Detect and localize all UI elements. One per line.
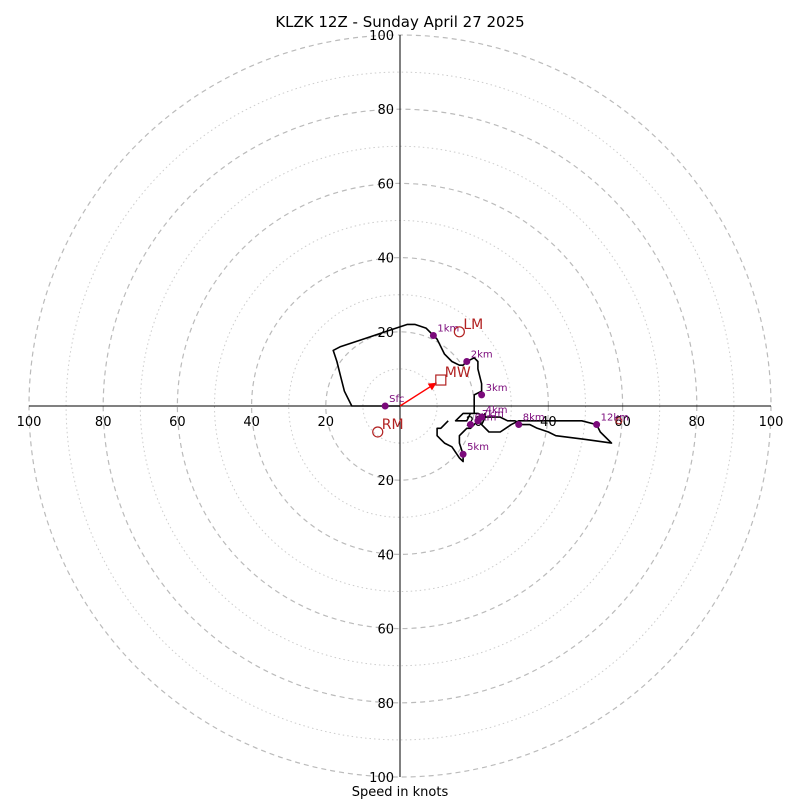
height-marker-1km [429,332,437,340]
hodograph-trace [332,323,613,463]
tick-labels: 100 100 100 100 80 80 80 80 60 60 60 60 40 40 40 40 20 20… [17,29,784,786]
height-label-1km: 1km [437,324,459,335]
height-marker-7km [474,417,482,425]
height-label-sfc: Sfc [389,394,404,405]
tick-label-right-100: 100 [759,415,784,430]
height-marker-sfc [381,402,389,410]
height-marker-12km [593,421,601,429]
motion-marker-lm [453,326,465,338]
height-label-7km: 7km [482,409,504,420]
tick-label-left-20: 20 [318,415,335,430]
tick-label-right-40: 40 [540,415,557,430]
mean-wind-arrow-head [427,382,437,391]
tick-label-left-60: 60 [169,415,186,430]
height-label-6km: 6km [474,413,496,424]
height-label-12km: 12km [601,413,629,424]
tick-label-bottom-20: 20 [377,474,394,489]
tick-label-top-60: 60 [377,177,394,192]
height-marker-5km [459,450,467,458]
tick-label-bottom-60: 60 [377,623,394,638]
tick-label-left-40: 40 [243,415,260,430]
height-label-3km: 3km [486,383,508,394]
motion-marker-rm [372,426,384,438]
tick-label-top-40: 40 [377,252,394,267]
tick-label-top-100: 100 [369,29,394,44]
height-label-2km: 2km [471,349,493,360]
height-marker-2km [463,357,471,365]
motion-marker-mw [435,374,447,386]
height-label-4km: 4km [486,405,508,416]
tick-label-bottom-80: 80 [377,697,394,712]
height-marker-3km [478,391,486,399]
tick-label-right-80: 80 [689,415,706,430]
tick-label-bottom-100: 100 [369,771,394,786]
extra-point-0 [615,417,623,425]
height-label-5km: 5km [467,442,489,453]
hodograph-line [332,323,613,463]
x-axis-label: Speed in knots [352,785,449,800]
tick-label-right-60: 60 [614,415,631,430]
tick-label-top-80: 80 [377,103,394,118]
motion-label-lm: LM [463,317,483,333]
motion-label-rm: RM [382,417,404,433]
storm-motion-markers: LM RM MW [372,317,483,438]
motion-label-mw: MW [445,365,471,381]
chart-title: KLZK 12Z - Sunday April 27 2025 [275,13,524,31]
height-marker-6km [466,421,474,429]
tick-label-left-80: 80 [95,415,112,430]
tick-label-bottom-40: 40 [377,548,394,563]
height-label-8km: 8km [523,413,545,424]
tick-label-left-100: 100 [17,415,42,430]
height-marker-8km [515,421,523,429]
